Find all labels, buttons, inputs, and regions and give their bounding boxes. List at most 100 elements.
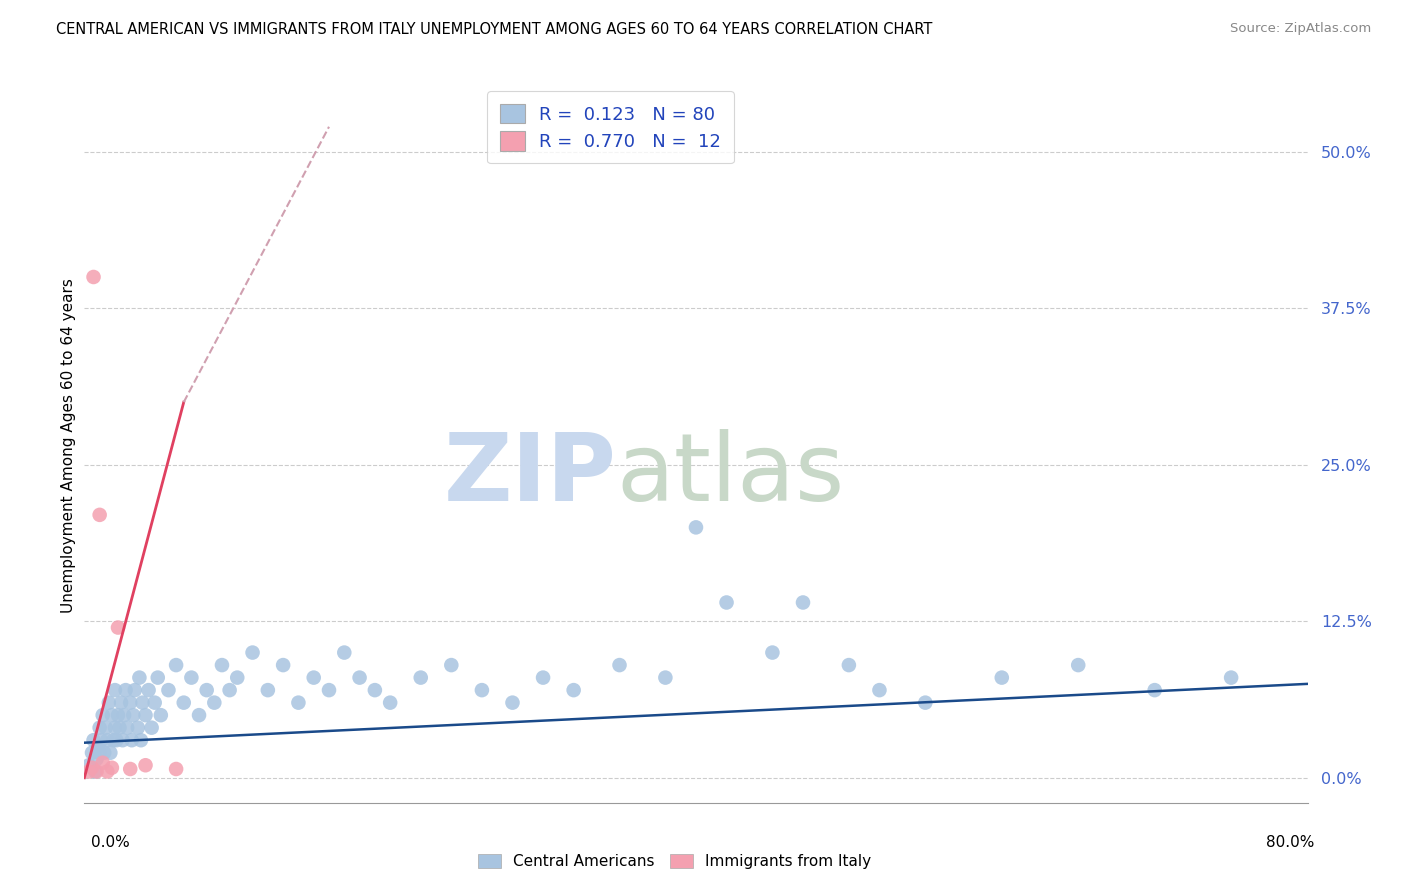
Point — [146, 671, 169, 685]
Point — [157, 683, 180, 698]
Point — [202, 696, 225, 710]
Point — [101, 761, 124, 775]
Point — [83, 270, 105, 285]
Point — [98, 746, 121, 760]
Point — [120, 762, 142, 776]
Point — [127, 721, 149, 735]
Point — [91, 756, 114, 770]
Point — [112, 708, 135, 723]
Point — [991, 671, 1014, 685]
Point — [115, 721, 138, 735]
Point — [188, 708, 211, 723]
Point — [103, 733, 125, 747]
Y-axis label: Unemployment Among Ages 60 to 64 years: Unemployment Among Ages 60 to 64 years — [60, 278, 76, 614]
Point — [131, 696, 153, 710]
Point — [124, 683, 146, 698]
Point — [107, 621, 129, 635]
Point — [349, 671, 371, 685]
Point — [562, 683, 585, 698]
Point — [128, 671, 150, 685]
Point — [257, 683, 280, 698]
Point — [195, 683, 218, 698]
Point — [149, 708, 172, 723]
Point — [111, 733, 134, 747]
Point — [333, 646, 356, 660]
Point — [80, 761, 103, 775]
Point — [1220, 671, 1243, 685]
Point — [122, 708, 145, 723]
Point — [502, 696, 524, 710]
Text: CENTRAL AMERICAN VS IMMIGRANTS FROM ITALY UNEMPLOYMENT AMONG AGES 60 TO 64 YEARS: CENTRAL AMERICAN VS IMMIGRANTS FROM ITAL… — [56, 22, 932, 37]
Legend: Central Americans, Immigrants from Italy: Central Americans, Immigrants from Italy — [472, 848, 877, 875]
Point — [685, 520, 707, 534]
Point — [287, 696, 309, 710]
Point — [110, 696, 132, 710]
Point — [380, 696, 402, 710]
Point — [104, 721, 127, 735]
Point — [173, 696, 195, 710]
Point — [211, 658, 233, 673]
Point — [94, 721, 117, 735]
Point — [89, 746, 111, 760]
Point — [107, 708, 129, 723]
Point — [440, 658, 463, 673]
Point — [96, 733, 118, 747]
Point — [471, 683, 494, 698]
Point — [792, 595, 814, 609]
Point — [531, 671, 554, 685]
Point — [654, 671, 676, 685]
Point — [93, 746, 115, 760]
Point — [242, 646, 264, 660]
Point — [1067, 658, 1090, 673]
Point — [135, 708, 157, 723]
Point — [135, 758, 157, 772]
Point — [84, 764, 107, 779]
Point — [96, 764, 118, 779]
Point — [364, 683, 387, 698]
Point — [86, 764, 108, 779]
Point — [838, 658, 860, 673]
Point — [105, 733, 128, 747]
Point — [83, 733, 105, 747]
Point — [80, 746, 103, 760]
Point — [97, 696, 120, 710]
Point — [121, 733, 143, 747]
Point — [138, 683, 160, 698]
Point — [86, 752, 108, 766]
Point — [129, 733, 152, 747]
Point — [271, 658, 294, 673]
Point — [609, 658, 631, 673]
Text: atlas: atlas — [616, 428, 845, 521]
Point — [91, 708, 114, 723]
Point — [226, 671, 249, 685]
Point — [761, 646, 783, 660]
Text: ZIP: ZIP — [443, 428, 616, 521]
Text: 80.0%: 80.0% — [1267, 836, 1315, 850]
Point — [77, 764, 100, 779]
Point — [165, 658, 187, 673]
Point — [120, 696, 142, 710]
Point — [77, 758, 100, 772]
Text: Source: ZipAtlas.com: Source: ZipAtlas.com — [1230, 22, 1371, 36]
Text: 0.0%: 0.0% — [91, 836, 131, 850]
Point — [87, 739, 110, 754]
Point — [716, 595, 738, 609]
Point — [914, 696, 936, 710]
Point — [114, 683, 136, 698]
Point — [869, 683, 891, 698]
Point — [180, 671, 202, 685]
Point — [108, 721, 131, 735]
Point — [302, 671, 325, 685]
Point — [218, 683, 240, 698]
Point — [89, 508, 111, 522]
Legend: R =  0.123   N = 80, R =  0.770   N =  12: R = 0.123 N = 80, R = 0.770 N = 12 — [486, 91, 734, 163]
Point — [104, 683, 127, 698]
Point — [101, 708, 124, 723]
Point — [1143, 683, 1166, 698]
Point — [165, 762, 187, 776]
Point — [90, 733, 112, 747]
Point — [143, 696, 166, 710]
Point — [141, 721, 163, 735]
Point — [318, 683, 340, 698]
Point — [89, 721, 111, 735]
